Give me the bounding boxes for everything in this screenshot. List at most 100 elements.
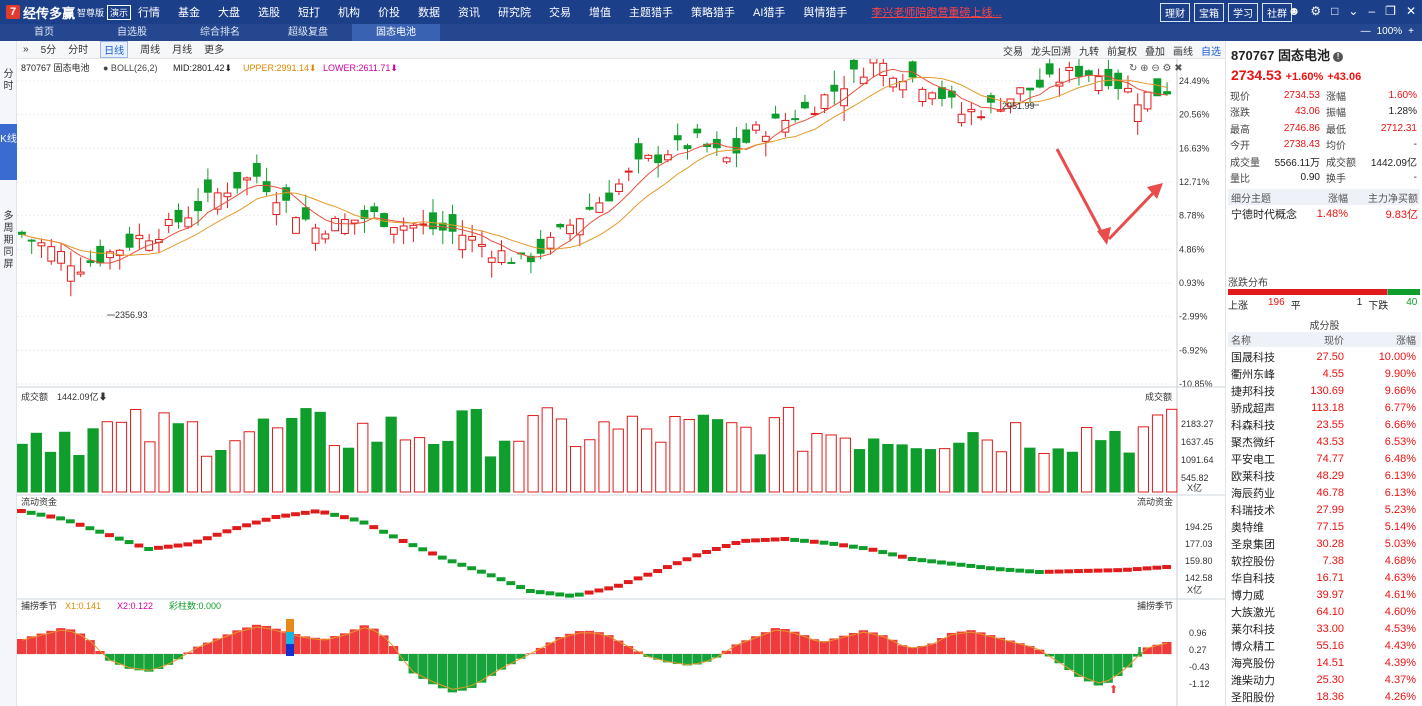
window-icon[interactable]: □ — [1331, 4, 1339, 18]
component-row[interactable]: 海辰药业 46.78 6.13% — [1228, 484, 1421, 501]
period-tab[interactable]: 分时 — [68, 45, 89, 56]
nav-item[interactable]: 机构 — [338, 7, 360, 19]
tab-4[interactable]: 固态电池 — [352, 24, 440, 41]
close-icon[interactable]: ✕ — [1405, 4, 1416, 18]
flow-bar — [995, 567, 1005, 572]
chart-tool[interactable]: 交易 — [1003, 47, 1023, 58]
flow-bar — [1152, 565, 1162, 570]
chart-tool[interactable]: 叠加 — [1145, 47, 1165, 58]
expand-icon[interactable]: » — [23, 44, 29, 55]
component-price: 4.55 — [1322, 367, 1344, 380]
flow-bar — [1025, 569, 1034, 574]
price-axis-tick: 24.49% — [1179, 76, 1210, 86]
top-button[interactable]: 学习 — [1228, 3, 1258, 22]
nav-item[interactable]: 资讯 — [458, 7, 480, 19]
top-button[interactable]: 社群 — [1262, 3, 1292, 22]
catch-bar — [134, 654, 144, 671]
restore-icon[interactable]: ❐ — [1385, 4, 1396, 18]
theme-name: 宁德时代概念 — [1231, 209, 1297, 221]
chart-tool[interactable]: 画线 — [1173, 47, 1193, 58]
component-row[interactable]: 大族激光 64.10 4.60% — [1228, 603, 1421, 620]
nav-item[interactable]: 主题猎手 — [629, 7, 673, 19]
component-row[interactable]: 衢州东峰 4.55 9.90% — [1228, 365, 1421, 382]
top-button[interactable]: 理财 — [1160, 3, 1190, 22]
nav-item[interactable]: 舆情猎手 — [803, 7, 848, 19]
nav-item[interactable]: 研究院 — [498, 7, 531, 19]
candle-body — [17, 231, 26, 235]
promo-link[interactable]: 李兴老师陪跑营重磅上线... — [871, 7, 1002, 19]
chart-tool[interactable]: 自选 — [1201, 47, 1221, 58]
theme-row[interactable]: 宁德时代概念 1.48% 9.83亿 — [1228, 205, 1420, 223]
nav-item[interactable]: 交易 — [549, 7, 571, 19]
period-tab[interactable]: 5分 — [40, 45, 57, 56]
chevron-down-icon[interactable]: ⌄ — [1348, 4, 1359, 18]
component-price: 14.51 — [1316, 656, 1344, 669]
candle-body — [947, 90, 956, 98]
component-row[interactable]: 平安电工 74.77 6.48% — [1228, 450, 1421, 467]
period-tab[interactable]: 日线 — [100, 41, 129, 58]
nav-item[interactable]: 行情 — [138, 7, 160, 19]
tab-1[interactable]: 自选股 — [117, 27, 147, 38]
nav-item[interactable]: 价投 — [378, 7, 400, 19]
nav-item[interactable]: 增值 — [589, 7, 611, 19]
period-tab[interactable]: 周线 — [140, 45, 161, 56]
component-row[interactable]: 奥特维 77.15 5.14% — [1228, 518, 1421, 535]
nav-item[interactable]: 策略猎手 — [691, 7, 735, 19]
tab-0[interactable]: 首页 — [34, 27, 54, 38]
chart-pane-icons[interactable]: ↻ ⊕ ⊖ ⚙ ✖ — [1129, 63, 1183, 74]
tab-intraday[interactable]: 分时 — [3, 69, 14, 92]
component-row[interactable]: 捷邦科技 130.69 9.66% — [1228, 382, 1421, 399]
volume-bar — [1095, 440, 1107, 493]
component-row[interactable]: 欧莱科技 48.29 6.13% — [1228, 467, 1421, 484]
zoom-in-icon[interactable]: + — [1408, 26, 1414, 37]
zoom-out-icon[interactable]: — — [1360, 26, 1371, 37]
catch-bar — [1054, 654, 1064, 664]
candle-body — [96, 245, 105, 264]
component-row[interactable]: 华自科技 16.71 4.63% — [1228, 569, 1421, 586]
component-row[interactable]: 骄成超声 113.18 6.77% — [1228, 399, 1421, 416]
volume-bar — [243, 431, 255, 493]
col-name[interactable]: 名称 — [1231, 336, 1251, 347]
gear-icon[interactable]: ⚙ — [1310, 4, 1322, 18]
user-icon[interactable]: ☻ — [1287, 4, 1301, 18]
chart-tool[interactable]: 龙头回溯 — [1031, 47, 1071, 58]
component-row[interactable]: 海亮股份 14.51 4.39% — [1228, 654, 1421, 671]
component-row[interactable]: 潍柴动力 25.30 4.37% — [1228, 671, 1421, 688]
app-logo[interactable]: 7 经传多赢 智尊版 演示 — [0, 3, 138, 22]
component-row[interactable]: 圣阳股份 18.36 4.26% — [1228, 688, 1421, 705]
nav-item[interactable]: 大盘 — [218, 7, 240, 19]
chart-tool[interactable]: 九转 — [1079, 47, 1099, 58]
component-row[interactable]: 国晟科技 27.50 10.00% — [1228, 348, 1421, 365]
kline-chart-area[interactable]: 870767 固态电池 ● BOLL(26,2) MID:2801.42⬇ UPPER… — [17, 59, 1225, 706]
component-row[interactable]: 科瑞技术 27.99 5.23% — [1228, 501, 1421, 518]
nav-item[interactable]: 基金 — [178, 7, 200, 19]
component-row[interactable]: 博众精工 55.16 4.43% — [1228, 637, 1421, 654]
chart-tool[interactable]: 前复权 — [1107, 47, 1137, 58]
catch-bar — [604, 635, 614, 654]
component-row[interactable]: 聚杰微纤 43.53 6.53% — [1228, 433, 1421, 450]
col-price[interactable]: 现价 — [1324, 336, 1344, 347]
component-pct: 4.26% — [1384, 690, 1416, 703]
component-row[interactable]: 莱尔科技 33.00 4.53% — [1228, 620, 1421, 637]
top-button[interactable]: 宝箱 — [1194, 3, 1224, 22]
tab-kline[interactable]: K线 — [0, 124, 17, 180]
candle-body — [1016, 87, 1025, 95]
minimize-icon[interactable]: – — [1368, 4, 1376, 18]
nav-item[interactable]: AI猎手 — [753, 7, 786, 19]
nav-item[interactable]: 选股 — [258, 7, 280, 19]
col-pct[interactable]: 涨幅 — [1396, 336, 1416, 347]
period-tab[interactable]: 更多 — [204, 45, 225, 56]
period-tab[interactable]: 月线 — [172, 45, 193, 56]
component-row[interactable]: 圣泉集团 30.28 5.03% — [1228, 535, 1421, 552]
flow-bar — [163, 544, 173, 549]
tab-3[interactable]: 超级复盘 — [288, 27, 328, 38]
component-row[interactable]: 博力威 39.97 4.61% — [1228, 586, 1421, 603]
component-row[interactable]: 软控股份 7.38 4.68% — [1228, 552, 1421, 569]
tab-multi-period[interactable]: 多周期同屏 — [3, 211, 14, 270]
volume-bar — [357, 422, 369, 493]
info-icon[interactable]: ! — [1333, 51, 1344, 62]
component-row[interactable]: 科森科技 23.55 6.66% — [1228, 416, 1421, 433]
nav-item[interactable]: 短打 — [298, 7, 320, 19]
tab-2[interactable]: 综合排名 — [200, 27, 240, 38]
nav-item[interactable]: 数据 — [418, 7, 440, 19]
